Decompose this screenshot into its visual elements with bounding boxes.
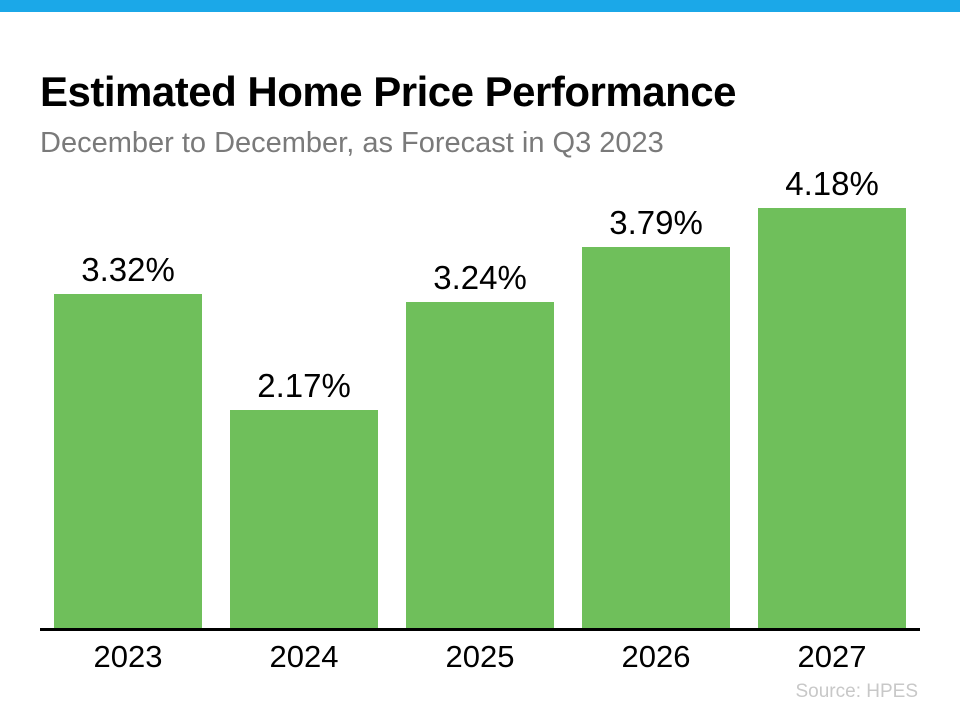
bar-column: 3.79% [582,203,730,628]
bar-column: 3.32% [54,208,202,628]
bar-2024 [230,410,378,628]
bar-column: 4.18% [758,165,906,628]
bar-column: 3.24% [406,208,554,628]
chart-plot-area: 3.32% 2.17% 3.24% 3.79% 4.18% [40,165,920,631]
chart-x-axis: 2023 2024 2025 2026 2027 [40,639,920,674]
bar-value-label: 3.32% [81,250,175,288]
x-axis-label: 2026 [621,639,691,674]
source-credit: Source: HPES [795,681,919,702]
bar-value-label: 4.18% [785,164,879,202]
bar-value-label: 3.79% [609,203,703,241]
top-accent-bar [0,0,960,12]
bar-column: 2.17% [230,208,378,628]
x-axis-label: 2027 [797,639,867,674]
x-axis-label: 2025 [445,639,515,674]
bar-value-label: 2.17% [257,366,351,404]
bar-2023 [54,294,202,628]
bar-2026 [582,247,730,628]
page-title: Estimated Home Price Performance [40,68,736,116]
x-axis-label: 2023 [93,639,163,674]
x-axis-label: 2024 [269,639,339,674]
bar-2025 [406,302,554,628]
bar-2027 [758,208,906,628]
page-subtitle: December to December, as Forecast in Q3 … [40,127,664,159]
bar-value-label: 3.24% [433,258,527,296]
